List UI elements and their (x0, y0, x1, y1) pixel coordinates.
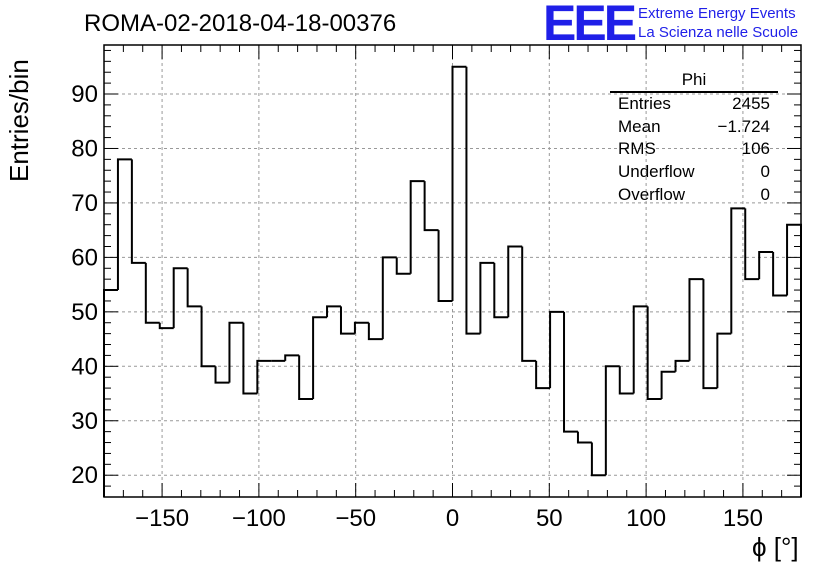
x-tick-label: −100 (232, 505, 286, 532)
histogram-bin (758, 250, 774, 280)
stats-row: Entries 2455 (610, 93, 778, 116)
stats-label: Mean (618, 116, 661, 136)
histogram-bin (200, 306, 216, 368)
histogram-bin (228, 321, 244, 383)
histogram-bin (660, 370, 676, 399)
stats-row: Underflow 0 (610, 161, 778, 184)
y-tick-label: 90 (71, 81, 98, 108)
histogram-bin (772, 251, 788, 297)
histogram-bin (507, 245, 523, 318)
y-tick-label: 20 (71, 462, 98, 489)
histogram-bin (521, 246, 537, 362)
histogram-bin (172, 267, 188, 329)
histogram-bin (130, 159, 146, 264)
stats-title: Phi (610, 70, 778, 93)
y-tick-label: 70 (71, 190, 98, 217)
histogram-bin (186, 268, 202, 308)
histogram-bin (312, 316, 328, 399)
x-tick-label: 100 (626, 505, 666, 532)
histogram-bin (549, 310, 565, 389)
stats-label: RMS (618, 139, 656, 159)
stats-row: RMS 106 (610, 138, 778, 161)
histogram-bin (730, 207, 746, 334)
histogram-bin (590, 442, 606, 477)
logo-caption: Extreme Energy Events La Scienza nelle S… (638, 4, 798, 42)
histogram-bin (744, 208, 760, 281)
x-tick-label: −150 (135, 505, 189, 532)
stats-value: −1.724 (717, 116, 770, 136)
histogram-bin (632, 305, 648, 394)
stats-value: 2455 (732, 94, 770, 113)
stats-row: Mean −1.724 (610, 116, 778, 139)
histogram-bin (116, 158, 132, 291)
histogram-bin (214, 366, 230, 384)
y-tick-label: 30 (71, 408, 98, 435)
x-tick-label: 0 (446, 505, 459, 532)
histogram-bin (465, 66, 481, 335)
y-tick-label: 60 (71, 244, 98, 271)
histogram-bin (409, 180, 425, 274)
chart-title: ROMA-02-2018-04-18-00376 (84, 10, 397, 37)
y-tick-label: 40 (71, 353, 98, 380)
y-axis-label: Entries/bin (4, 59, 34, 182)
histogram-bin (395, 257, 411, 275)
logo-line-2: La Scienza nelle Scuole (638, 24, 799, 41)
logo-line-1: Extreme Energy Events (638, 5, 796, 22)
y-tick-label: 50 (71, 299, 98, 326)
histogram-bin (688, 278, 704, 361)
histogram-bin (298, 355, 314, 400)
stats-row: Overflow 0 (610, 184, 778, 207)
histogram-bin (646, 306, 662, 400)
x-tick-label: 150 (723, 505, 763, 532)
histogram-bin (144, 262, 160, 324)
histogram-bin (702, 279, 718, 390)
histogram-bin (576, 431, 592, 444)
histogram-bin (535, 360, 551, 390)
histogram-bin (284, 354, 300, 361)
stats-label: Overflow (618, 184, 686, 204)
stats-value: 106 (741, 139, 770, 159)
stats-value: 0 (760, 184, 770, 204)
histogram-bin (367, 322, 383, 341)
histogram-bin (674, 359, 690, 372)
histogram-bin (451, 65, 467, 301)
histogram-bin (618, 366, 634, 395)
histogram-bin (786, 223, 802, 497)
x-axis-label: ϕ [°] (752, 532, 799, 562)
histogram-bin (604, 365, 620, 476)
histogram-bin (353, 321, 369, 334)
stats-label: Underflow (618, 162, 695, 182)
stats-box: Phi Entries 2455 Mean −1.724 RMS 106 Und… (610, 70, 778, 207)
histogram-bin (716, 332, 732, 389)
plot-frame (103, 44, 802, 498)
histogram-bin (423, 181, 439, 232)
histogram-bin (339, 306, 355, 335)
histogram-bin (563, 311, 578, 433)
histogram-bin (437, 230, 453, 302)
histogram-bin (479, 261, 495, 334)
histogram-bin (103, 289, 118, 497)
histogram-bin (256, 359, 272, 394)
x-tick-label: −50 (335, 505, 376, 532)
x-tick-label: 50 (536, 505, 563, 532)
histogram-bin (326, 305, 341, 318)
histogram-bin (493, 262, 509, 319)
y-tick-label: 80 (71, 135, 98, 162)
histogram-bin (242, 322, 258, 395)
stats-value: 0 (760, 162, 770, 182)
eee-logo: EEE (543, 0, 637, 51)
stats-label: Entries (618, 94, 671, 113)
histogram-bin (381, 256, 397, 340)
histogram-bin (158, 322, 174, 330)
